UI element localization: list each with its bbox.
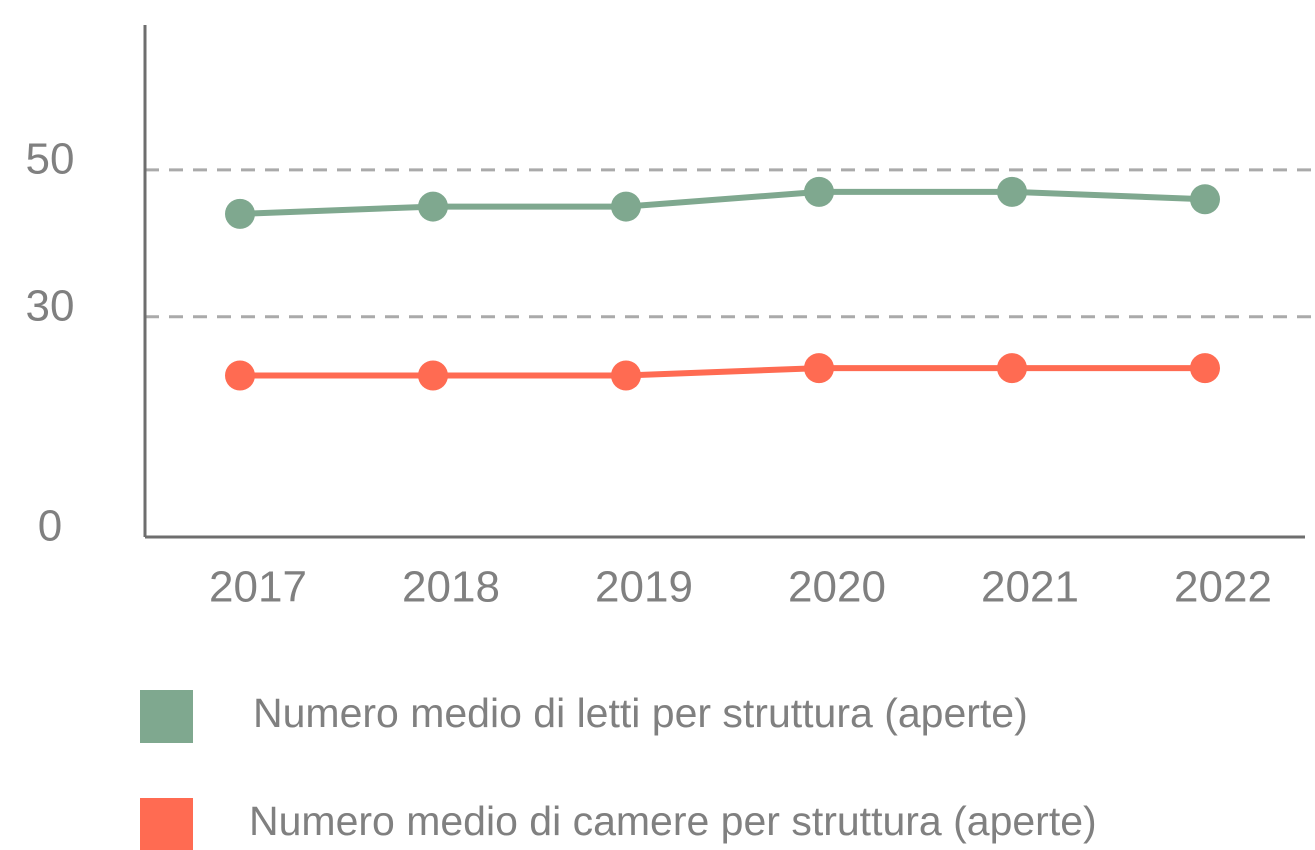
legend-swatch (140, 798, 193, 850)
data-point (1190, 184, 1220, 215)
legend-label: Numero medio di letti per struttura (ape… (253, 690, 1028, 736)
data-point (225, 360, 255, 391)
legend-label: Numero medio di camere per struttura (ap… (249, 798, 1097, 844)
x-tick-label: 2020 (788, 563, 886, 612)
data-point (418, 360, 448, 391)
data-point (418, 191, 448, 222)
data-point (225, 198, 255, 229)
data-point (1190, 353, 1220, 384)
legend-swatch (140, 690, 193, 743)
x-tick-label: 2021 (981, 563, 1079, 612)
x-tick-label: 2017 (209, 563, 307, 612)
data-point (611, 191, 641, 222)
data-point (804, 176, 834, 207)
data-point (997, 353, 1027, 384)
y-tick-label: 50 (26, 134, 75, 183)
x-tick-label: 2018 (402, 563, 500, 612)
data-point (611, 360, 641, 391)
data-point (997, 176, 1027, 207)
y-tick-label: 0 (38, 502, 62, 551)
data-point (804, 353, 834, 384)
x-tick-label: 2022 (1174, 563, 1272, 612)
x-tick-label: 2019 (595, 563, 693, 612)
series-line (239, 188, 1206, 217)
y-tick-label: 30 (26, 281, 75, 330)
series-line (240, 365, 1205, 379)
